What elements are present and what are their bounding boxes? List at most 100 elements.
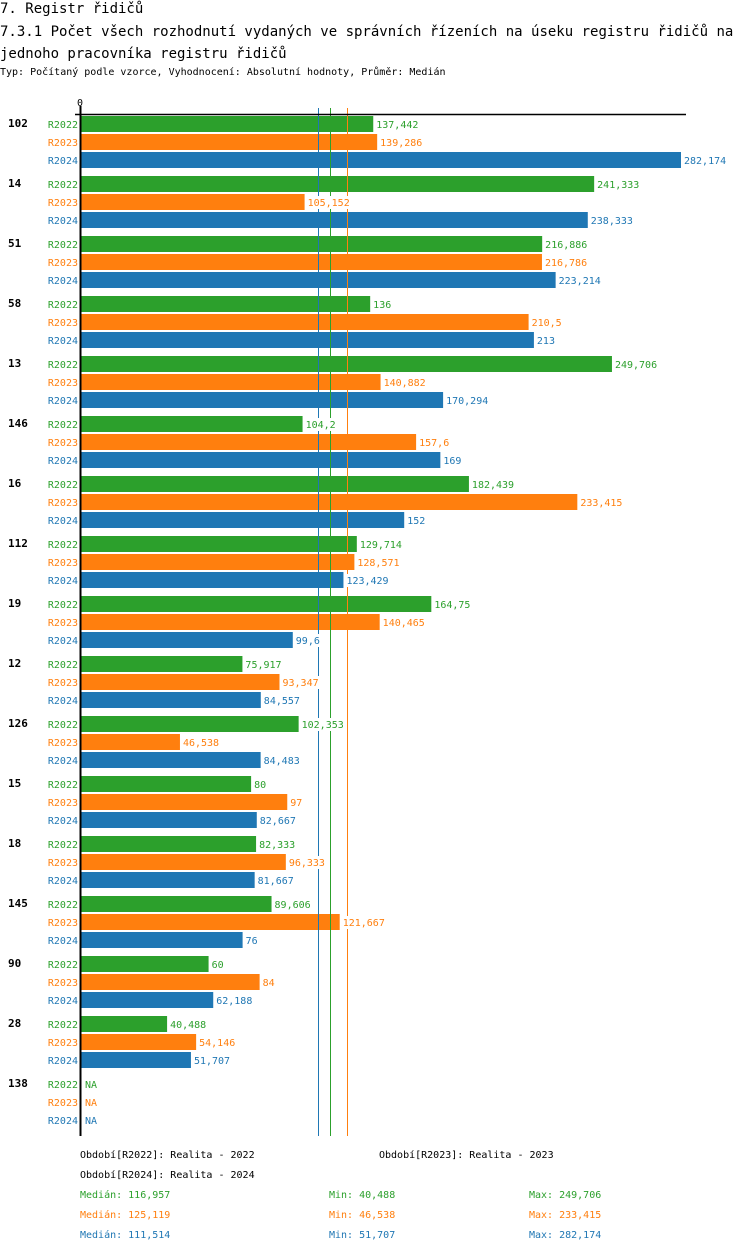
stat-max-r2022: Max: 249,706 [529,1190,602,1201]
data-label-background [535,334,557,347]
series-label: R2024 [48,156,78,167]
bar [81,734,180,750]
category-label: 90 [8,957,21,970]
stat-median-r2022: Medián: 116,957 [80,1190,171,1201]
bar [81,752,261,768]
series-label: R2022 [48,660,78,671]
data-label-background [372,298,393,311]
data-label-background [258,838,297,851]
data-label-background [358,538,404,551]
bar [81,176,595,192]
data-label-background [433,598,472,611]
data-label: 233,415 [580,498,622,509]
data-label-background [544,238,589,251]
series-label: R2023 [48,978,78,989]
data-label-background [379,136,424,149]
series-label: R2024 [48,576,78,587]
data-label-background [406,514,427,527]
series-label: R2022 [48,780,78,791]
data-label: 152 [407,516,425,527]
category-label: 146 [8,417,28,430]
data-label: 241,333 [597,180,639,191]
category-label: 12 [8,657,21,670]
series-label: R2024 [48,1116,78,1127]
data-label: 216,886 [545,240,587,251]
series-label: R2023 [48,798,78,809]
data-label-background [261,976,276,989]
data-label: 84,483 [264,756,300,767]
data-label-background [442,454,463,467]
bar [81,212,588,228]
bar [81,812,257,828]
category-label: 126 [8,717,28,730]
bar [81,152,681,168]
series-label: R2023 [48,138,78,149]
series-label: R2022 [48,600,78,611]
bar [81,656,243,672]
series-label: R2022 [48,900,78,911]
data-label-background [345,574,391,587]
data-label: 75,917 [245,660,281,671]
series-label: R2023 [48,1038,78,1049]
bar [81,116,374,132]
stat-max-r2023: Max: 233,415 [529,1210,602,1221]
data-label: 76 [246,936,258,947]
stat-min-r2024: Min: 51,707 [329,1230,396,1241]
data-label-background [382,376,428,389]
data-label-background [256,874,296,887]
data-label-background [192,1054,232,1067]
bar [81,296,371,312]
bar [81,392,444,408]
data-label-background [356,556,402,569]
series-label: R2022 [48,180,78,191]
bar [81,914,340,930]
data-label-background [210,958,225,971]
series-label: R2022 [48,300,78,311]
bar [81,416,303,432]
data-label: 213 [537,336,555,347]
data-label: 102,353 [302,720,344,731]
data-label: 137,442 [376,120,418,131]
bar [81,716,299,732]
series-label: R2024 [48,876,78,887]
data-label: 46,538 [183,738,219,749]
data-label-background [287,856,327,869]
category-label: 18 [8,837,21,850]
data-label: 157,6 [419,438,449,449]
category-label: 13 [8,357,21,370]
data-label: 105,152 [308,198,350,209]
series-label: R2023 [48,678,78,689]
series-label: R2024 [48,276,78,287]
series-label: R2023 [48,498,78,509]
series-label: R2023 [48,378,78,389]
bar [81,332,534,348]
bar [81,254,542,270]
bar [81,674,280,690]
data-label-background [215,994,254,1007]
bar [81,494,578,510]
bar [81,614,380,630]
data-label-background [262,694,302,707]
data-label-background [579,496,625,509]
series-label: R2024 [48,456,78,467]
data-label-background [306,196,352,209]
data-label-background [341,916,387,929]
bar [81,356,612,372]
series-label: R2022 [48,960,78,971]
bar [81,476,469,492]
data-label-background [198,1036,237,1049]
data-label: 84 [263,978,275,989]
series-label: R2023 [48,858,78,869]
bar [81,836,257,852]
data-label-background [244,934,259,947]
data-label-background [589,214,635,227]
series-label: R2022 [48,360,78,371]
series-label: R2023 [48,198,78,209]
data-label: NA [85,1116,97,1127]
data-label: 170,294 [446,396,488,407]
bar [81,572,344,588]
bar [81,794,288,810]
data-label: 169 [443,456,461,467]
data-label-background [181,736,221,749]
